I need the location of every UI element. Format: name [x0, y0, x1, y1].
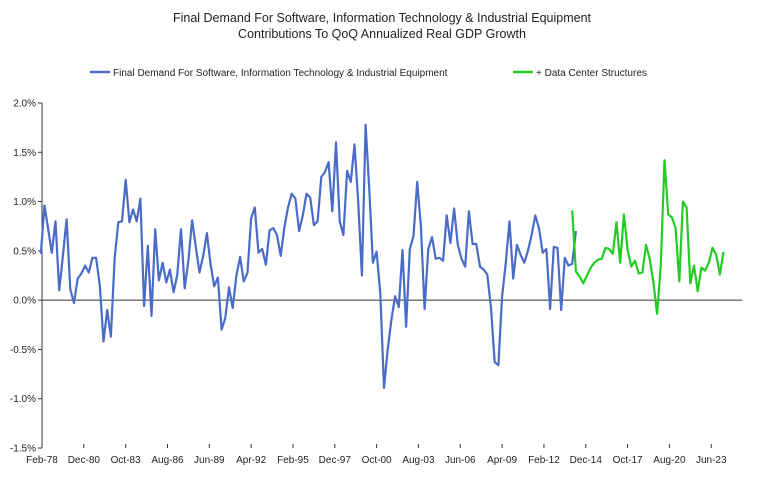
series-line-2	[571, 159, 725, 315]
y-axis: 2.0% 1.5% 1.0% 0.5% 0.0% -0.5% -1.0% -1.5%	[10, 99, 43, 455]
x-tick-label: Feb-78	[26, 455, 58, 466]
chart-title-line-2: Contributions To QoQ Annualized Real GDP…	[238, 27, 526, 41]
legend-label-series-1: Final Demand For Software, Information T…	[113, 68, 448, 79]
x-tick-label: Feb-12	[528, 455, 560, 466]
x-tick-label: Apr-09	[487, 455, 517, 466]
x-tick-label: Jun-89	[194, 455, 225, 466]
x-tick-label: Aug-03	[402, 455, 435, 466]
y-tick-label: 1.5%	[13, 148, 36, 159]
x-tick-label: Dec-80	[68, 455, 101, 466]
legend: Final Demand For Software, Information T…	[90, 68, 647, 79]
plot-series	[39, 123, 725, 389]
legend-label-series-2: + Data Center Structures	[536, 68, 647, 79]
x-tick-label: Aug-20	[653, 455, 686, 466]
x-tick-label: Feb-95	[277, 455, 309, 466]
x-tick-label: Aug-86	[151, 455, 184, 466]
x-axis: Feb-78 Dec-80 Oct-83 Aug-86 Jun-89 Apr-92 Feb-…	[26, 299, 742, 466]
y-tick-label: -1.0%	[10, 394, 36, 405]
x-tick-label: Jun-23	[696, 455, 727, 466]
x-tick-label: Dec-14	[570, 455, 603, 466]
x-tick-label: Oct-83	[111, 455, 141, 466]
y-tick-label: 1.0%	[13, 197, 36, 208]
x-tick-label: Dec-97	[319, 455, 352, 466]
y-tick-label: 0.0%	[13, 296, 36, 307]
y-tick-label: -0.5%	[10, 345, 36, 356]
chart-title-line-1: Final Demand For Software, Information T…	[173, 11, 592, 25]
y-tick-label: -1.5%	[10, 444, 36, 455]
y-tick-label: 2.0%	[13, 99, 36, 110]
x-tick-label: Oct-17	[613, 455, 643, 466]
series-line-1	[39, 123, 577, 389]
x-tick-label: Jun-06	[445, 455, 476, 466]
y-tick-label: 0.5%	[13, 246, 36, 257]
x-tick-label: Apr-92	[236, 455, 266, 466]
x-tick-label: Oct-00	[362, 455, 392, 466]
